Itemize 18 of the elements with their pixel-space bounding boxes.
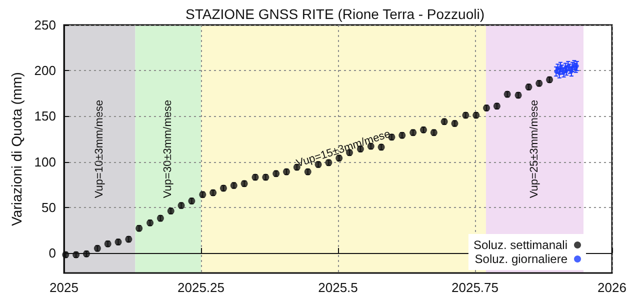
- band-label: Vup=25±3mm/mese: [528, 100, 541, 198]
- legend-label: Soluz. giornaliere: [474, 252, 568, 266]
- y-axis-title: Variazioni di Quota (mm): [8, 72, 24, 226]
- y-tick-label: 0: [48, 245, 56, 260]
- x-tick-label: 2025.25: [178, 280, 224, 295]
- y-tick-label: 50: [42, 200, 56, 215]
- x-tick-label: 2026: [598, 280, 626, 295]
- band-label: Vup=10±3mm/mese: [94, 100, 106, 198]
- x-tick-label: 2025: [50, 280, 78, 295]
- y-tick-label: 100: [34, 154, 56, 170]
- band-label: Vup=30±3mm/mese: [162, 100, 174, 198]
- y-tick-label: 150: [34, 108, 56, 124]
- y-tick-label: 250: [34, 18, 56, 32]
- legend-label: Soluz. settimanali: [473, 238, 568, 252]
- x-tick-label: 2025.5: [318, 280, 358, 295]
- x-tick-label: 2025.75: [452, 280, 498, 295]
- chart-title: STAZIONE GNSS RITE (Rione Terra - Pozzuoli): [186, 6, 484, 22]
- y-tick-label: 200: [34, 63, 56, 78]
